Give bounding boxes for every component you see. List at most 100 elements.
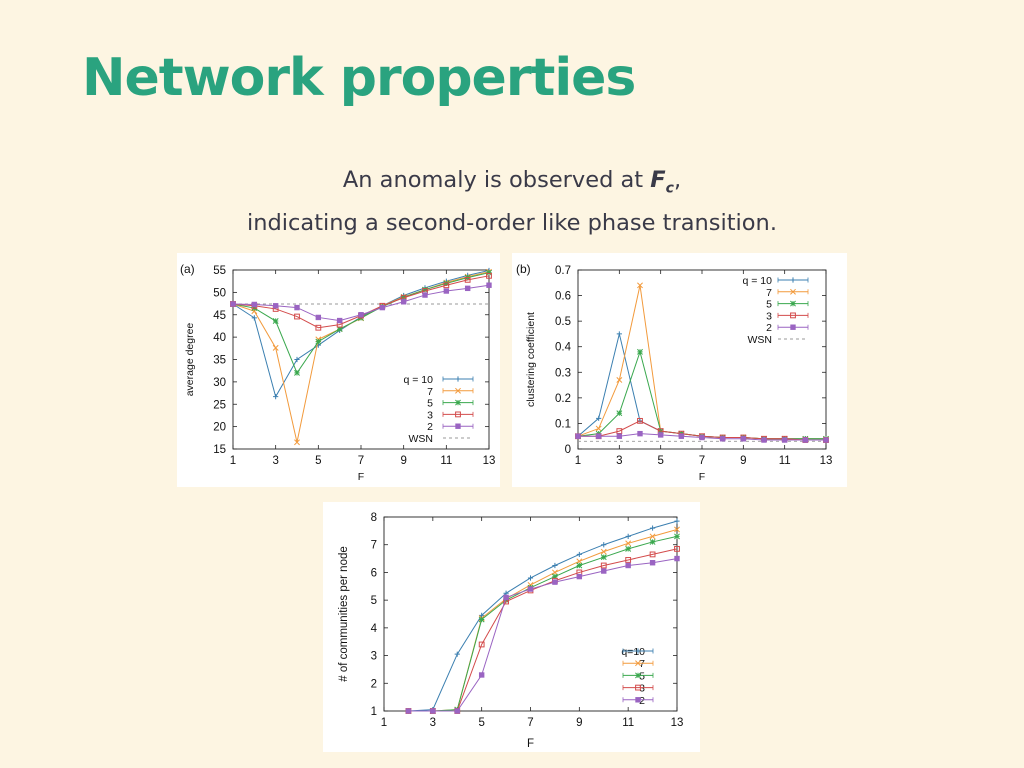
legend-swatch-marker [635, 697, 641, 703]
data-point [503, 597, 510, 604]
series-0 [575, 331, 829, 442]
data-point [740, 436, 747, 442]
data-point [527, 586, 534, 592]
series-4 [405, 555, 680, 714]
legend-entry-label: 5 [766, 299, 772, 311]
data-point [616, 428, 623, 434]
data-point [625, 562, 631, 569]
data-point [336, 326, 343, 333]
x-axis-label: F [358, 471, 364, 483]
series-line [408, 520, 678, 712]
x-tick-label: 5 [315, 455, 321, 467]
data-point [600, 548, 607, 555]
subtitle-suffix: , [673, 167, 682, 193]
series-line [232, 271, 490, 443]
data-point [443, 280, 450, 287]
data-point [379, 304, 386, 311]
data-point [552, 562, 558, 569]
subtitle-line-1: An anomaly is observed at Fc, [0, 163, 1024, 206]
series-2 [575, 348, 829, 442]
data-point [649, 551, 656, 558]
x-tick-label: 3 [272, 455, 278, 467]
plot-frame [232, 269, 490, 450]
series-line [408, 558, 678, 712]
data-point [674, 545, 680, 552]
data-point [637, 430, 643, 437]
legend-entry-label: 7 [639, 658, 645, 670]
y-tick-label: 7 [371, 540, 377, 552]
data-point [616, 410, 623, 417]
x-axis-label: F [527, 738, 534, 750]
data-point [674, 533, 680, 540]
data-point [294, 369, 300, 376]
x-tick-label: 11 [779, 455, 791, 467]
y-axis-label: clustering coefficient [525, 312, 537, 407]
data-point [478, 616, 485, 623]
series-2 [230, 269, 492, 376]
data-point [230, 301, 236, 307]
subtitle-symbol-letter: F [650, 167, 666, 193]
data-point [464, 285, 471, 292]
data-point [486, 282, 492, 288]
legend-swatch-marker [455, 411, 461, 418]
x-tick-label: 13 [820, 455, 833, 467]
data-point [430, 708, 436, 714]
data-point [454, 651, 460, 657]
data-point [823, 437, 829, 443]
legend-swatch-marker [790, 277, 796, 283]
chart-panel-c: 1 3 5 7 9 11 13 1 2 3 4 5 6 7 8 F # of communities per n… [323, 502, 700, 752]
y-tick-label: 55 [213, 265, 226, 277]
legend-swatch-marker [790, 300, 796, 307]
legend-swatch-marker [455, 399, 461, 406]
y-axis-label: average degree [184, 323, 196, 397]
legend-entry-label: 2 [639, 695, 645, 707]
series-line [408, 535, 678, 712]
data-point [405, 708, 412, 714]
y-tick-label: 0.7 [555, 265, 571, 277]
series-line [577, 285, 826, 440]
legend-entry-label: 2 [427, 421, 433, 433]
y-tick-label: 0.3 [555, 367, 571, 379]
legend-entry-label: 2 [766, 322, 772, 334]
data-point [616, 433, 623, 439]
data-point [781, 437, 788, 443]
data-point [315, 338, 322, 345]
data-point [576, 551, 582, 558]
data-point [551, 573, 558, 580]
data-point [576, 573, 583, 580]
x-tick-label: 7 [699, 455, 705, 467]
series-line [408, 548, 678, 712]
data-point [486, 272, 492, 279]
y-tick-label: 0 [565, 444, 571, 456]
data-point [678, 433, 685, 439]
subtitle-symbol-subscript: c [665, 180, 674, 197]
legend-swatch-marker [455, 387, 461, 394]
y-tick-label: 0.1 [555, 418, 571, 430]
subtitle-prefix: An anomaly is observed at [342, 167, 651, 193]
data-point [595, 425, 602, 432]
panel-label: (b) [516, 262, 531, 276]
data-point [637, 282, 643, 289]
data-point [294, 313, 300, 320]
data-point [649, 533, 656, 540]
data-point [637, 348, 643, 355]
data-point [400, 299, 407, 305]
y-tick-label: 40 [213, 332, 226, 344]
data-point [486, 269, 492, 276]
data-point [272, 318, 279, 324]
slide-title: Network properties [82, 48, 636, 108]
legend-entry-label: 3 [427, 409, 433, 421]
series-1 [575, 282, 829, 442]
data-point [503, 594, 509, 601]
data-point [315, 324, 322, 331]
data-point [637, 417, 643, 424]
y-tick-label: 5 [371, 595, 377, 607]
series-4 [230, 282, 492, 324]
x-tick-label: 3 [616, 455, 622, 467]
x-tick-label: 7 [527, 717, 533, 729]
data-point [625, 533, 631, 539]
data-point [272, 344, 279, 351]
y-tick-label: 0.5 [555, 316, 571, 328]
